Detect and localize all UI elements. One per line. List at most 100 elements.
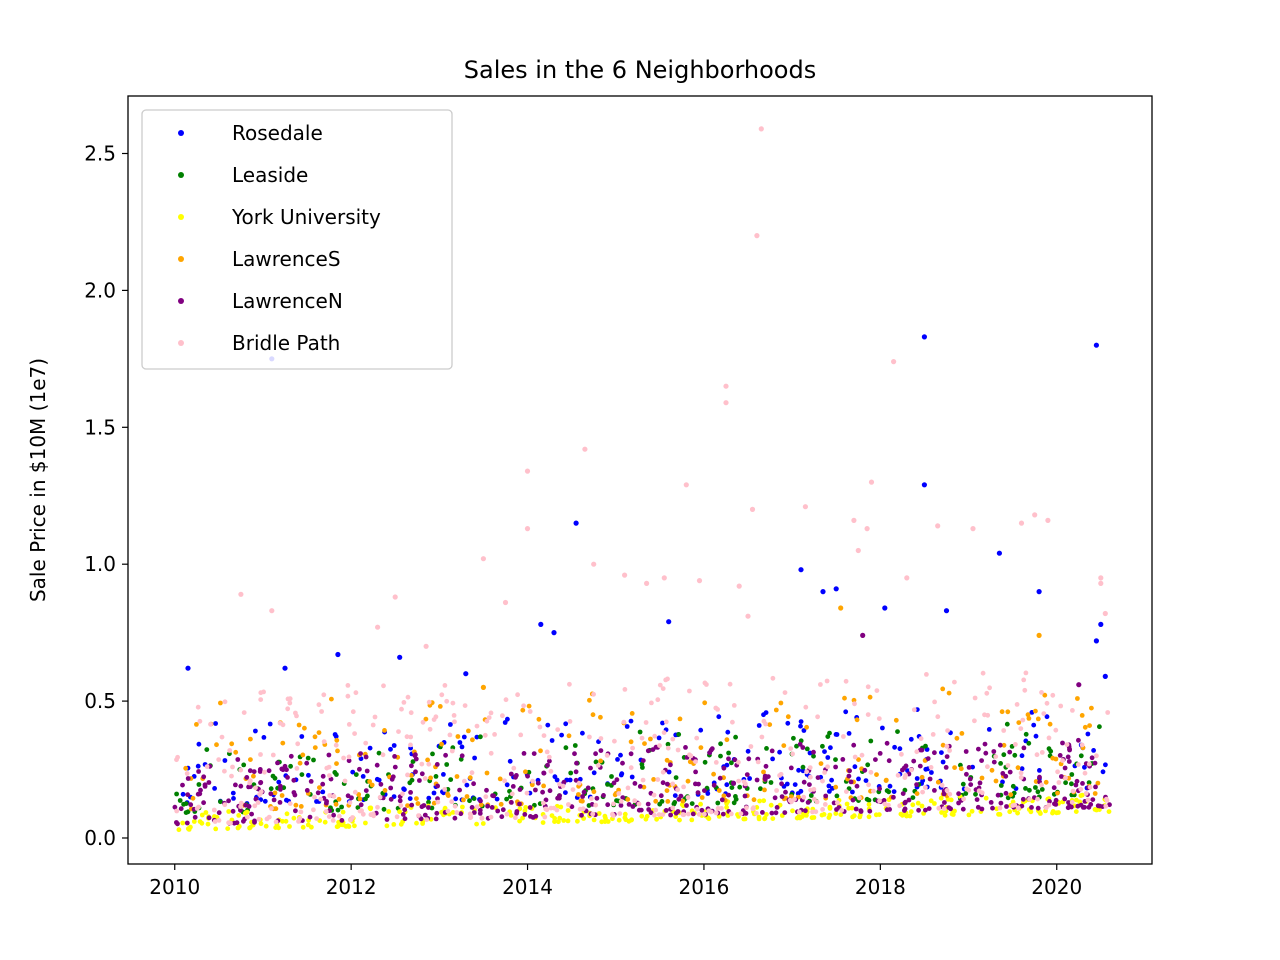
data-point <box>1051 785 1057 791</box>
data-point <box>925 756 931 761</box>
data-point <box>1018 520 1025 526</box>
data-point <box>426 699 432 705</box>
data-point <box>724 782 730 788</box>
data-point <box>676 732 682 737</box>
data-point <box>729 785 735 790</box>
data-point <box>407 780 413 786</box>
data-point <box>818 761 824 766</box>
data-point <box>1039 782 1044 788</box>
data-point <box>908 809 914 815</box>
data-point <box>397 798 403 804</box>
data-point <box>604 753 610 758</box>
data-point <box>665 745 671 751</box>
data-point <box>202 784 208 789</box>
x-tick-label: 2018 <box>855 875 906 899</box>
data-point <box>415 801 421 806</box>
data-point <box>394 814 400 820</box>
data-point <box>544 749 550 755</box>
data-point <box>1044 700 1050 706</box>
data-point <box>391 822 397 827</box>
data-point <box>213 826 219 832</box>
data-point <box>520 815 525 821</box>
data-point <box>1098 575 1104 581</box>
data-point <box>587 734 592 740</box>
data-point <box>1095 803 1101 809</box>
data-point <box>1045 517 1051 524</box>
data-point <box>883 777 889 783</box>
data-point <box>568 770 574 776</box>
data-point <box>591 770 597 776</box>
data-point <box>655 777 661 782</box>
data-point <box>296 819 301 824</box>
data-point <box>211 807 217 813</box>
data-point <box>930 732 936 737</box>
data-point <box>329 696 334 702</box>
data-point <box>756 723 762 728</box>
data-point <box>1035 796 1040 802</box>
data-point <box>478 802 484 808</box>
data-point <box>811 753 816 759</box>
data-point <box>307 814 313 820</box>
data-point <box>824 678 830 684</box>
data-point <box>591 691 596 697</box>
data-point <box>363 788 369 793</box>
data-point <box>480 556 486 562</box>
data-point <box>643 720 649 725</box>
data-point <box>1031 722 1037 728</box>
data-point <box>442 787 448 792</box>
data-point <box>437 704 443 709</box>
data-point <box>1047 721 1053 727</box>
data-point <box>867 694 873 700</box>
data-point <box>426 761 432 767</box>
data-point <box>763 763 769 769</box>
data-point <box>500 713 505 719</box>
data-point <box>866 782 871 788</box>
data-point <box>1059 774 1064 779</box>
data-point <box>967 776 973 782</box>
legend-label: York University <box>231 205 381 229</box>
data-point <box>392 754 397 759</box>
data-point <box>542 814 548 820</box>
x-tick-label: 2010 <box>149 875 200 899</box>
data-point <box>779 794 785 799</box>
data-point <box>911 707 917 713</box>
data-point <box>747 776 752 781</box>
data-point <box>683 482 689 488</box>
data-point <box>424 817 430 822</box>
data-point <box>535 780 541 786</box>
data-point <box>364 768 370 774</box>
data-point <box>1050 755 1056 761</box>
data-point <box>580 798 585 804</box>
data-point <box>970 526 976 532</box>
data-point <box>551 630 557 636</box>
data-point <box>686 811 691 817</box>
data-point <box>389 776 395 782</box>
data-point <box>966 812 972 818</box>
data-point <box>258 789 264 795</box>
data-point <box>941 806 947 811</box>
data-point <box>504 782 510 788</box>
data-point <box>769 748 775 754</box>
data-point <box>782 690 788 695</box>
data-point <box>565 808 571 813</box>
data-point <box>477 807 483 813</box>
data-point <box>854 717 860 723</box>
data-point <box>231 796 236 801</box>
data-point <box>546 754 552 760</box>
data-point <box>770 816 776 821</box>
data-point <box>443 752 448 758</box>
data-point <box>788 746 794 751</box>
data-point <box>204 747 210 752</box>
data-point <box>848 779 854 785</box>
data-point <box>196 804 202 810</box>
data-point <box>622 811 628 817</box>
data-point <box>316 702 322 708</box>
data-point <box>877 798 882 804</box>
data-point <box>590 811 596 817</box>
data-point <box>802 504 809 510</box>
data-point <box>1028 809 1034 815</box>
data-point <box>357 796 363 802</box>
data-point <box>1027 796 1032 802</box>
data-point <box>760 810 765 815</box>
data-point <box>1041 711 1047 716</box>
